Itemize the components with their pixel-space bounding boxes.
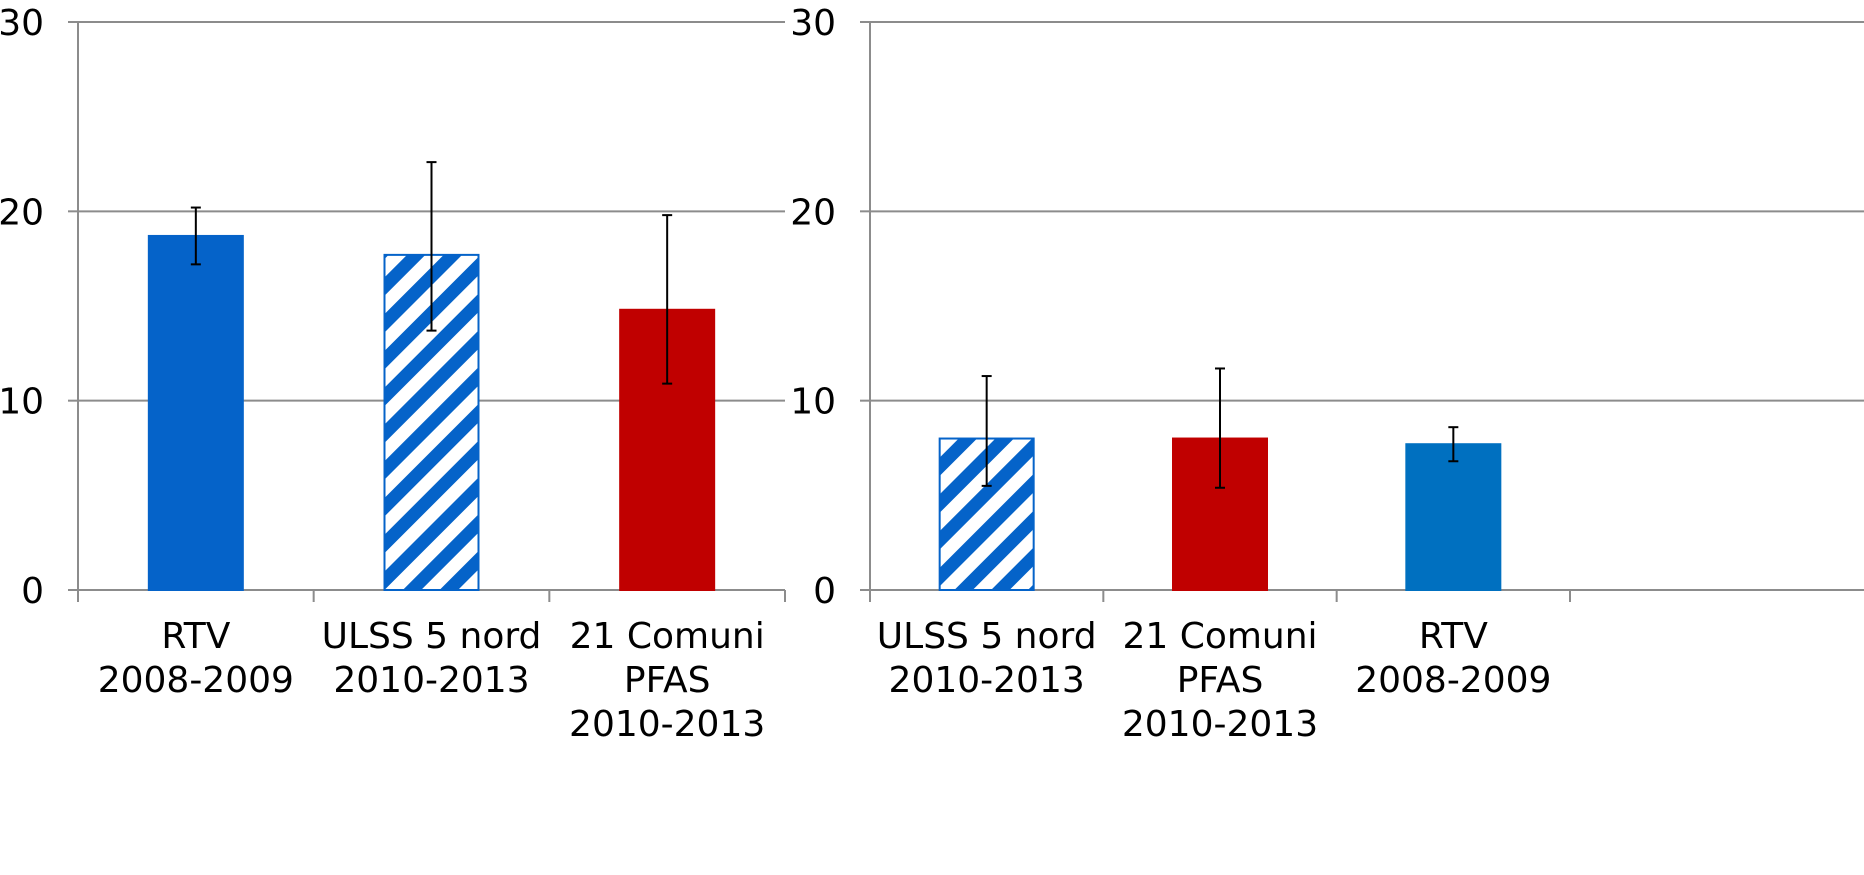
x-category-label: 2008-2009: [98, 660, 294, 701]
y-tick-label: 10: [790, 382, 836, 423]
x-category-label: 2010-2013: [569, 704, 765, 745]
y-tick-label: 20: [790, 192, 836, 233]
x-category-label: 2008-2009: [1355, 660, 1551, 701]
y-tick-label: 30: [0, 3, 44, 44]
bar: [147, 234, 244, 592]
bar: [1405, 443, 1502, 592]
x-category-label: ULSS 5 nord: [877, 616, 1097, 657]
y-tick-label: 0: [21, 571, 44, 612]
bar: [383, 253, 480, 591]
y-tick-label: 20: [0, 192, 44, 233]
y-tick-label: 10: [0, 382, 44, 423]
x-category-label: PFAS: [624, 660, 711, 701]
y-tick-label: 0: [813, 571, 836, 612]
x-category-label: PFAS: [1177, 660, 1264, 701]
x-category-label: RTV: [1419, 616, 1488, 657]
x-category-label: 21 Comuni: [1122, 616, 1317, 657]
y-tick-label: 30: [790, 3, 836, 44]
x-category-label: 2010-2013: [333, 660, 529, 701]
x-category-label: 21 Comuni: [570, 616, 765, 657]
x-category-label: 2010-2013: [1122, 704, 1318, 745]
x-category-label: RTV: [161, 616, 230, 657]
x-category-label: 2010-2013: [889, 660, 1085, 701]
x-category-label: ULSS 5 nord: [322, 616, 542, 657]
